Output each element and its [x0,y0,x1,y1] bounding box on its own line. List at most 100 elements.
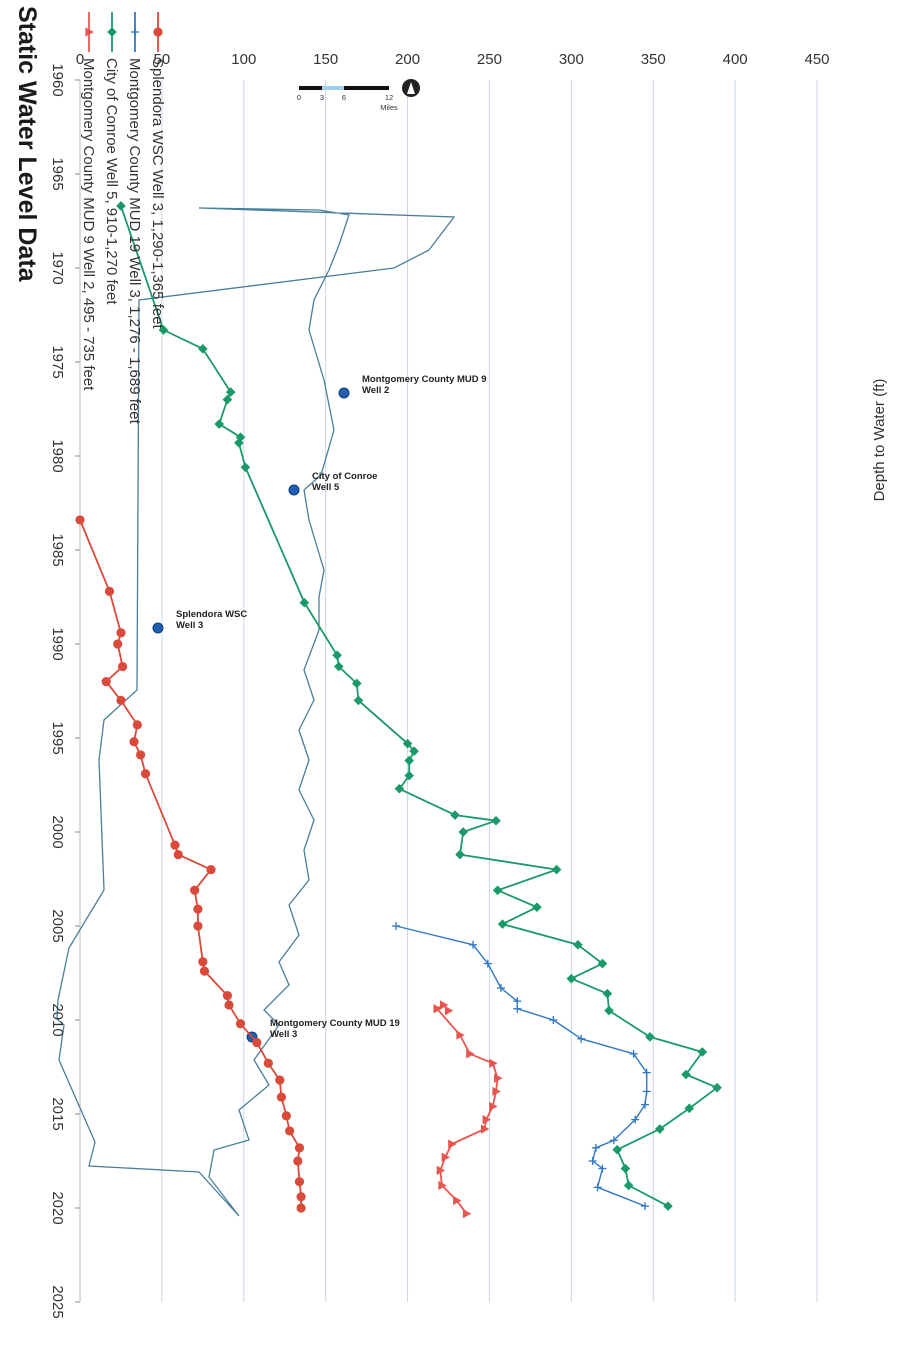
data-point-mud19-5 [513,1004,522,1013]
x-tick-label-2000: 2000 [49,815,66,848]
x-tick-label-2010: 2010 [49,1003,66,1036]
data-point-splendora-11 [170,840,180,850]
y-tick-label-250: 250 [477,51,502,68]
data-point-mud9-13 [436,1165,446,1175]
legend-label-conroe: City of Conroe Well 5, 910-1,270 feet [103,58,120,305]
data-point-conroe-3 [225,387,236,397]
x-tick-label-2005: 2005 [49,909,66,942]
data-point-splendora-4 [117,661,128,672]
data-point-splendora-17 [198,957,208,967]
scale-label-12: 12 [385,93,393,102]
y-tick-label-400: 400 [723,51,748,68]
data-point-conroe-5 [214,419,225,429]
data-point-splendora-32 [296,1203,306,1213]
legend-item-mud9: Montgomery County MUD 9 Well 2, 495 - 73… [80,12,97,391]
data-point-conroe-8 [240,462,251,473]
data-point-conroe-14 [402,738,413,749]
data-point-mud9-16 [462,1209,472,1219]
data-point-mud19-7 [577,1034,586,1043]
series-line-mud9 [436,1004,499,1215]
data-point-splendora-25 [276,1092,287,1102]
gridlines [75,79,818,1303]
data-point-mud9-2 [433,1004,442,1014]
data-point-mud19-16 [598,1164,607,1173]
series-line-mud19 [395,925,648,1207]
y-tick-label-0: 0 [76,51,84,68]
data-point-mud19-2 [483,959,492,968]
data-point-mud9-10 [480,1124,490,1134]
data-point-conroe-19 [450,810,460,820]
legend-marker-mud9 [85,27,94,37]
legend-label-mud9: Montgomery County MUD 9 Well 2, 495 - 73… [80,58,97,391]
scale-label-3: 3 [320,93,324,102]
x-tick-label-1985: 1985 [49,533,66,566]
y-tick-label-150: 150 [313,51,338,68]
data-point-conroe-1 [158,325,169,335]
data-point-mud19-15 [588,1157,597,1165]
data-point-mud19-4 [513,997,522,1006]
data-point-splendora-2 [116,628,126,638]
data-point-conroe-10 [332,650,342,661]
data-point-splendora-10 [140,769,151,779]
data-point-conroe-25 [532,902,542,912]
well-marker-4 [152,622,164,634]
x-tick-label-2015: 2015 [49,1097,66,1130]
data-point-conroe-17 [404,770,414,781]
data-point-conroe-15 [409,746,419,756]
data-point-mud19-10 [642,1087,651,1096]
data-point-mud9-0 [444,1006,454,1016]
data-point-conroe-16 [404,755,414,766]
scale-bar-segment [322,86,344,90]
data-point-splendora-27 [285,1126,295,1136]
series-mud19 [392,922,651,1211]
data-point-conroe-34 [681,1069,691,1080]
data-point-mud19-14 [591,1143,600,1152]
data-point-mud9-7 [492,1086,501,1097]
data-point-splendora-28 [294,1143,305,1153]
data-point-mud9-5 [489,1058,498,1068]
data-point-conroe-41 [663,1201,673,1211]
data-point-mud9-1 [439,1000,449,1010]
y-tick-label-100: 100 [231,51,256,68]
data-point-mud19-17 [593,1183,602,1192]
legend: Montgomery County MUD 9 Well 2, 495 - 73… [80,12,166,425]
y-axis-label: Depth to Water (ft) [871,379,888,502]
data-point-mud19-18 [641,1202,650,1211]
data-point-splendora-5 [101,677,111,687]
well-label-1: Montgomery County MUD 9 Well 2 [362,374,487,396]
data-point-splendora-8 [129,737,139,747]
data-point-conroe-24 [492,885,503,896]
y-tick-label-350: 350 [641,51,666,68]
well-marker-1 [338,387,350,399]
data-point-splendora-24 [275,1075,285,1085]
well-label-4: Splendora WSC Well 3 [176,609,247,631]
data-point-conroe-39 [620,1163,631,1174]
data-point-mud19-13 [609,1136,618,1145]
well-label-line2: Well 3 [176,620,203,631]
x-tick-label-1965: 1965 [49,157,66,190]
chart-title: Static Water Level Data [13,6,41,283]
data-point-conroe-11 [333,661,344,672]
data-point-splendora-3 [113,639,123,649]
data-point-splendora-26 [281,1111,291,1121]
x-tick-label-1980: 1980 [49,439,66,472]
legend-label-splendora: Splendora WSC Well 3, 1,290-1,365 feet [149,58,166,330]
data-point-splendora-18 [199,966,210,976]
x-tick-label-1990: 1990 [49,627,66,660]
data-point-splendora-20 [224,1000,234,1010]
data-point-conroe-23 [551,864,562,875]
well-label-line2: Well 3 [270,1029,297,1040]
data-point-splendora-23 [263,1058,273,1068]
legend-item-conroe: City of Conroe Well 5, 910-1,270 feet [103,12,120,305]
data-point-mud9-8 [489,1101,498,1112]
data-point-conroe-0 [116,201,126,211]
data-point-conroe-21 [458,827,469,837]
data-point-splendora-14 [190,885,200,895]
data-point-conroe-9 [299,597,310,608]
data-point-conroe-30 [602,988,613,999]
rotated-chart-canvas: Static Water Level Data Montgomery Count… [13,6,888,1319]
series-splendora [75,515,306,1213]
legend-item-mud19: Montgomery County MUD 19 Well 3, 1,276 -… [126,12,143,425]
data-point-splendora-30 [294,1177,305,1187]
y-tick-label-200: 200 [395,51,420,68]
